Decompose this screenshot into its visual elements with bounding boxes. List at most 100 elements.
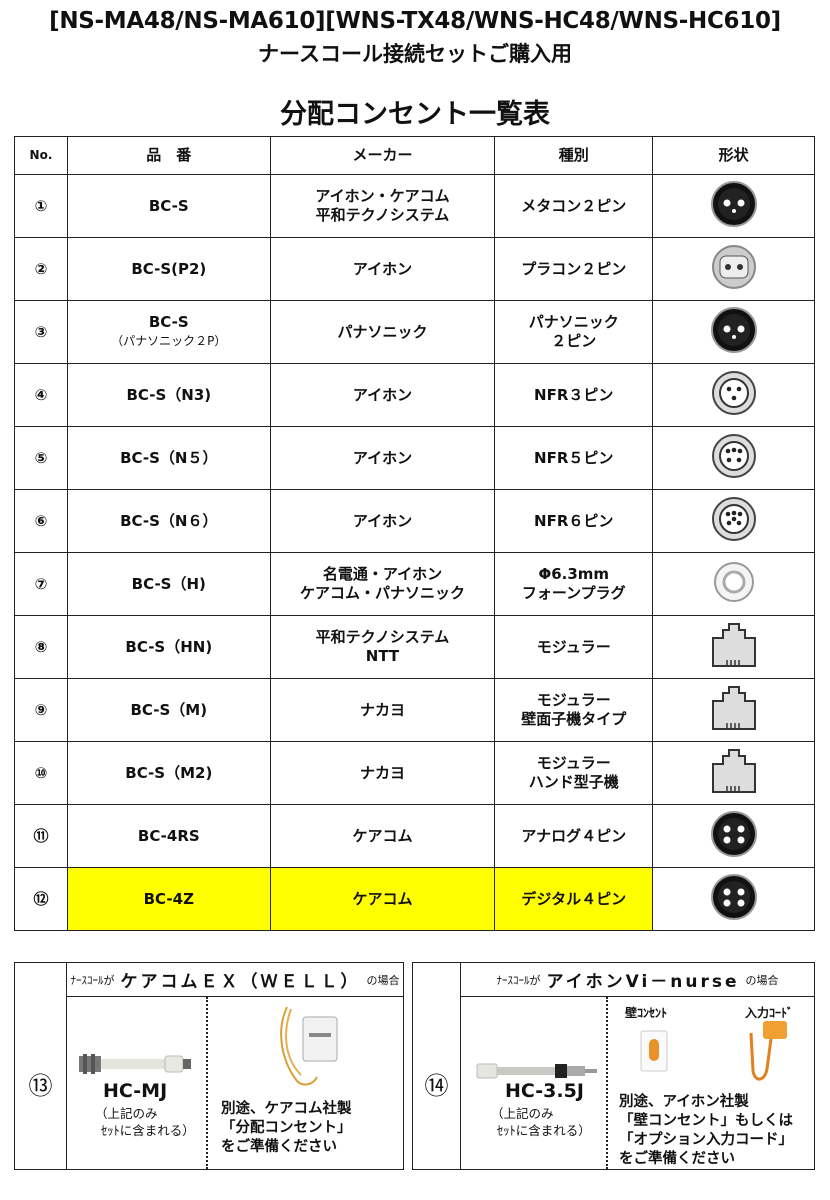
type-cell: NFR５ピン <box>494 426 654 490</box>
table-row: ⑤ BC-S（N５） アイホン NFR５ピン <box>14 426 815 490</box>
nfr-5pin-connector-icon <box>709 431 759 486</box>
shape-cell <box>652 174 815 238</box>
type-cell: アナログ４ピン <box>494 804 654 868</box>
note-line: 「壁コンセント」もしくは <box>619 1113 793 1129</box>
maker-cell: アイホン <box>269 363 496 427</box>
nfr-3pin-connector-icon <box>709 368 759 423</box>
type-cell: Φ6.3mm フォーンプラグ <box>494 552 654 616</box>
maker-cell: パナソニック <box>269 300 496 364</box>
type-cell: パナソニック ２ピン <box>494 300 654 364</box>
part-number-cell: BC-S（M2) <box>66 741 271 805</box>
shape-cell <box>652 300 815 364</box>
aiphone-vi-nurse-box: ⑭ ﾅｰｽｺｰﾙが アイホンVi－nurse の場合 HC-3.5J （上記のみ… <box>412 962 815 1170</box>
table-title: 分配コンセント一覧表 <box>280 99 550 130</box>
maker-line: アイホン・ケアコム <box>315 187 450 205</box>
header-suffix: の場合 <box>366 973 400 987</box>
modular-jack-icon <box>709 683 759 738</box>
outlet-table: No. 品 番 メーカー 種別 形状 ① BC-S アイホン・ケアコム 平和テクノ… <box>14 136 815 931</box>
table-row: ⑩ BC-S（M2) ナカヨ モジュラー ハンド型子機 <box>14 741 815 805</box>
part-number: BC-S（N５） <box>120 448 218 467</box>
part-number-cell: BC-S <box>66 174 271 238</box>
header-prefix: ﾅｰｽｺｰﾙが <box>496 973 541 987</box>
maker-cell: アイホン <box>269 426 496 490</box>
part-number-cell: BC-S（H) <box>66 552 271 616</box>
maker-line: アイホン <box>352 259 413 278</box>
header-suffix: の場合 <box>745 973 779 987</box>
note-line: 別途、アイホン社製 <box>619 1094 749 1110</box>
part-number: BC-S（HN) <box>125 637 213 656</box>
part-note-line: （上記のみ <box>491 1106 554 1121</box>
maker-line: ケアコム <box>352 826 413 845</box>
type-line: プラコン２ピン <box>521 259 627 278</box>
maker-line: ケアコム・パナソニック <box>299 584 465 602</box>
type-cell: NFR３ピン <box>494 363 654 427</box>
type-line: モジュラー <box>536 754 611 772</box>
header-system: ケアコムＥＸ（ＷＥＬＬ） <box>120 972 361 992</box>
panasonic-2pin-connector-icon <box>709 305 759 360</box>
maker-line: 平和テクノシステム <box>315 206 450 224</box>
table-row: ① BC-S アイホン・ケアコム 平和テクノシステム メタコン２ピン <box>14 174 815 238</box>
maker-cell: 名電通・アイホン ケアコム・パナソニック <box>269 552 496 616</box>
table-row: ⑨ BC-S（M) ナカヨ モジュラー 壁面子機タイプ <box>14 678 815 742</box>
metal-2pin-connector-icon <box>709 179 759 234</box>
type-cell: プラコン２ピン <box>494 237 654 301</box>
table-row: ④ BC-S（N3) アイホン NFR３ピン <box>14 363 815 427</box>
type-line: NFR３ピン <box>534 385 614 404</box>
modular-jack-icon <box>709 746 759 801</box>
maker-cell: ナカヨ <box>269 741 496 805</box>
maker-cell: ケアコム <box>269 804 496 868</box>
shape-cell <box>652 426 815 490</box>
header-prefix: ﾅｰｽｺｰﾙが <box>70 973 115 987</box>
maker-cell: 平和テクノシステム NTT <box>269 615 496 679</box>
modular-jack-icon <box>709 620 759 675</box>
part-number-cell: BC-S（N3) <box>66 363 271 427</box>
row-number: ⑦ <box>14 552 68 616</box>
header-system: アイホンVi－nurse <box>546 972 740 992</box>
type-line: モジュラー <box>536 637 611 656</box>
table-row: ⑥ BC-S（N６） アイホン NFR６ピン <box>14 489 815 553</box>
table-row: ⑧ BC-S（HN) 平和テクノシステム NTT モジュラー <box>14 615 815 679</box>
row-number: ⑫ <box>14 867 68 931</box>
part-number: BC-S（H) <box>131 574 206 593</box>
note-line: 「分配コンセント」 <box>221 1120 352 1136</box>
note-line: をご準備ください <box>619 1151 735 1167</box>
table-header-row: No. 品 番 メーカー 種別 形状 <box>14 136 815 175</box>
part-number-cell: BC-S（M) <box>66 678 271 742</box>
note-line: 別途、ケアコム社製 <box>221 1101 352 1117</box>
table-row: ⑫ BC-4Z ケアコム デジタル４ピン <box>14 867 815 931</box>
shape-cell <box>652 489 815 553</box>
input-cord-image <box>749 1021 787 1081</box>
shape-cell <box>652 867 815 931</box>
part-number: BC-4Z <box>143 889 194 908</box>
row-number: ⑧ <box>14 615 68 679</box>
note-line: をご準備ください <box>221 1139 337 1155</box>
part-number-cell: BC-S（N５） <box>66 426 271 490</box>
type-cell: モジュラー <box>494 615 654 679</box>
note-line: 「オプション入力コード」 <box>619 1132 793 1148</box>
col-part: 品 番 <box>66 136 271 175</box>
shape-cell <box>652 678 815 742</box>
title-line-2: ナースコール接続セットご購入用 <box>258 42 572 66</box>
part-number: BC-S（M2) <box>125 763 213 782</box>
part-number-cell: BC-S（HN) <box>66 615 271 679</box>
type-line: Φ6.3mm <box>538 565 610 583</box>
type-cell: デジタル４ピン <box>494 867 654 931</box>
col-no: No. <box>14 136 68 175</box>
maker-line: アイホン <box>352 448 413 467</box>
part-number: HC-MJ <box>103 1080 168 1102</box>
shape-cell <box>652 237 815 301</box>
type-line: デジタル４ピン <box>521 889 627 908</box>
row-number: ① <box>14 174 68 238</box>
maker-line: パナソニック <box>337 322 428 341</box>
plastic-2pin-connector-icon <box>709 242 759 297</box>
type-line: モジュラー <box>536 691 611 709</box>
shape-cell <box>652 741 815 805</box>
part-number: BC-S（N3) <box>126 385 212 404</box>
part-number: BC-S（M) <box>130 700 208 719</box>
maker-line: NTT <box>365 647 400 665</box>
part-number-cell: BC-S（N６） <box>66 489 271 553</box>
shape-cell <box>652 804 815 868</box>
row-number: ④ <box>14 363 68 427</box>
row-number: ⑥ <box>14 489 68 553</box>
hc-3-5j-cable-image <box>476 1063 597 1079</box>
